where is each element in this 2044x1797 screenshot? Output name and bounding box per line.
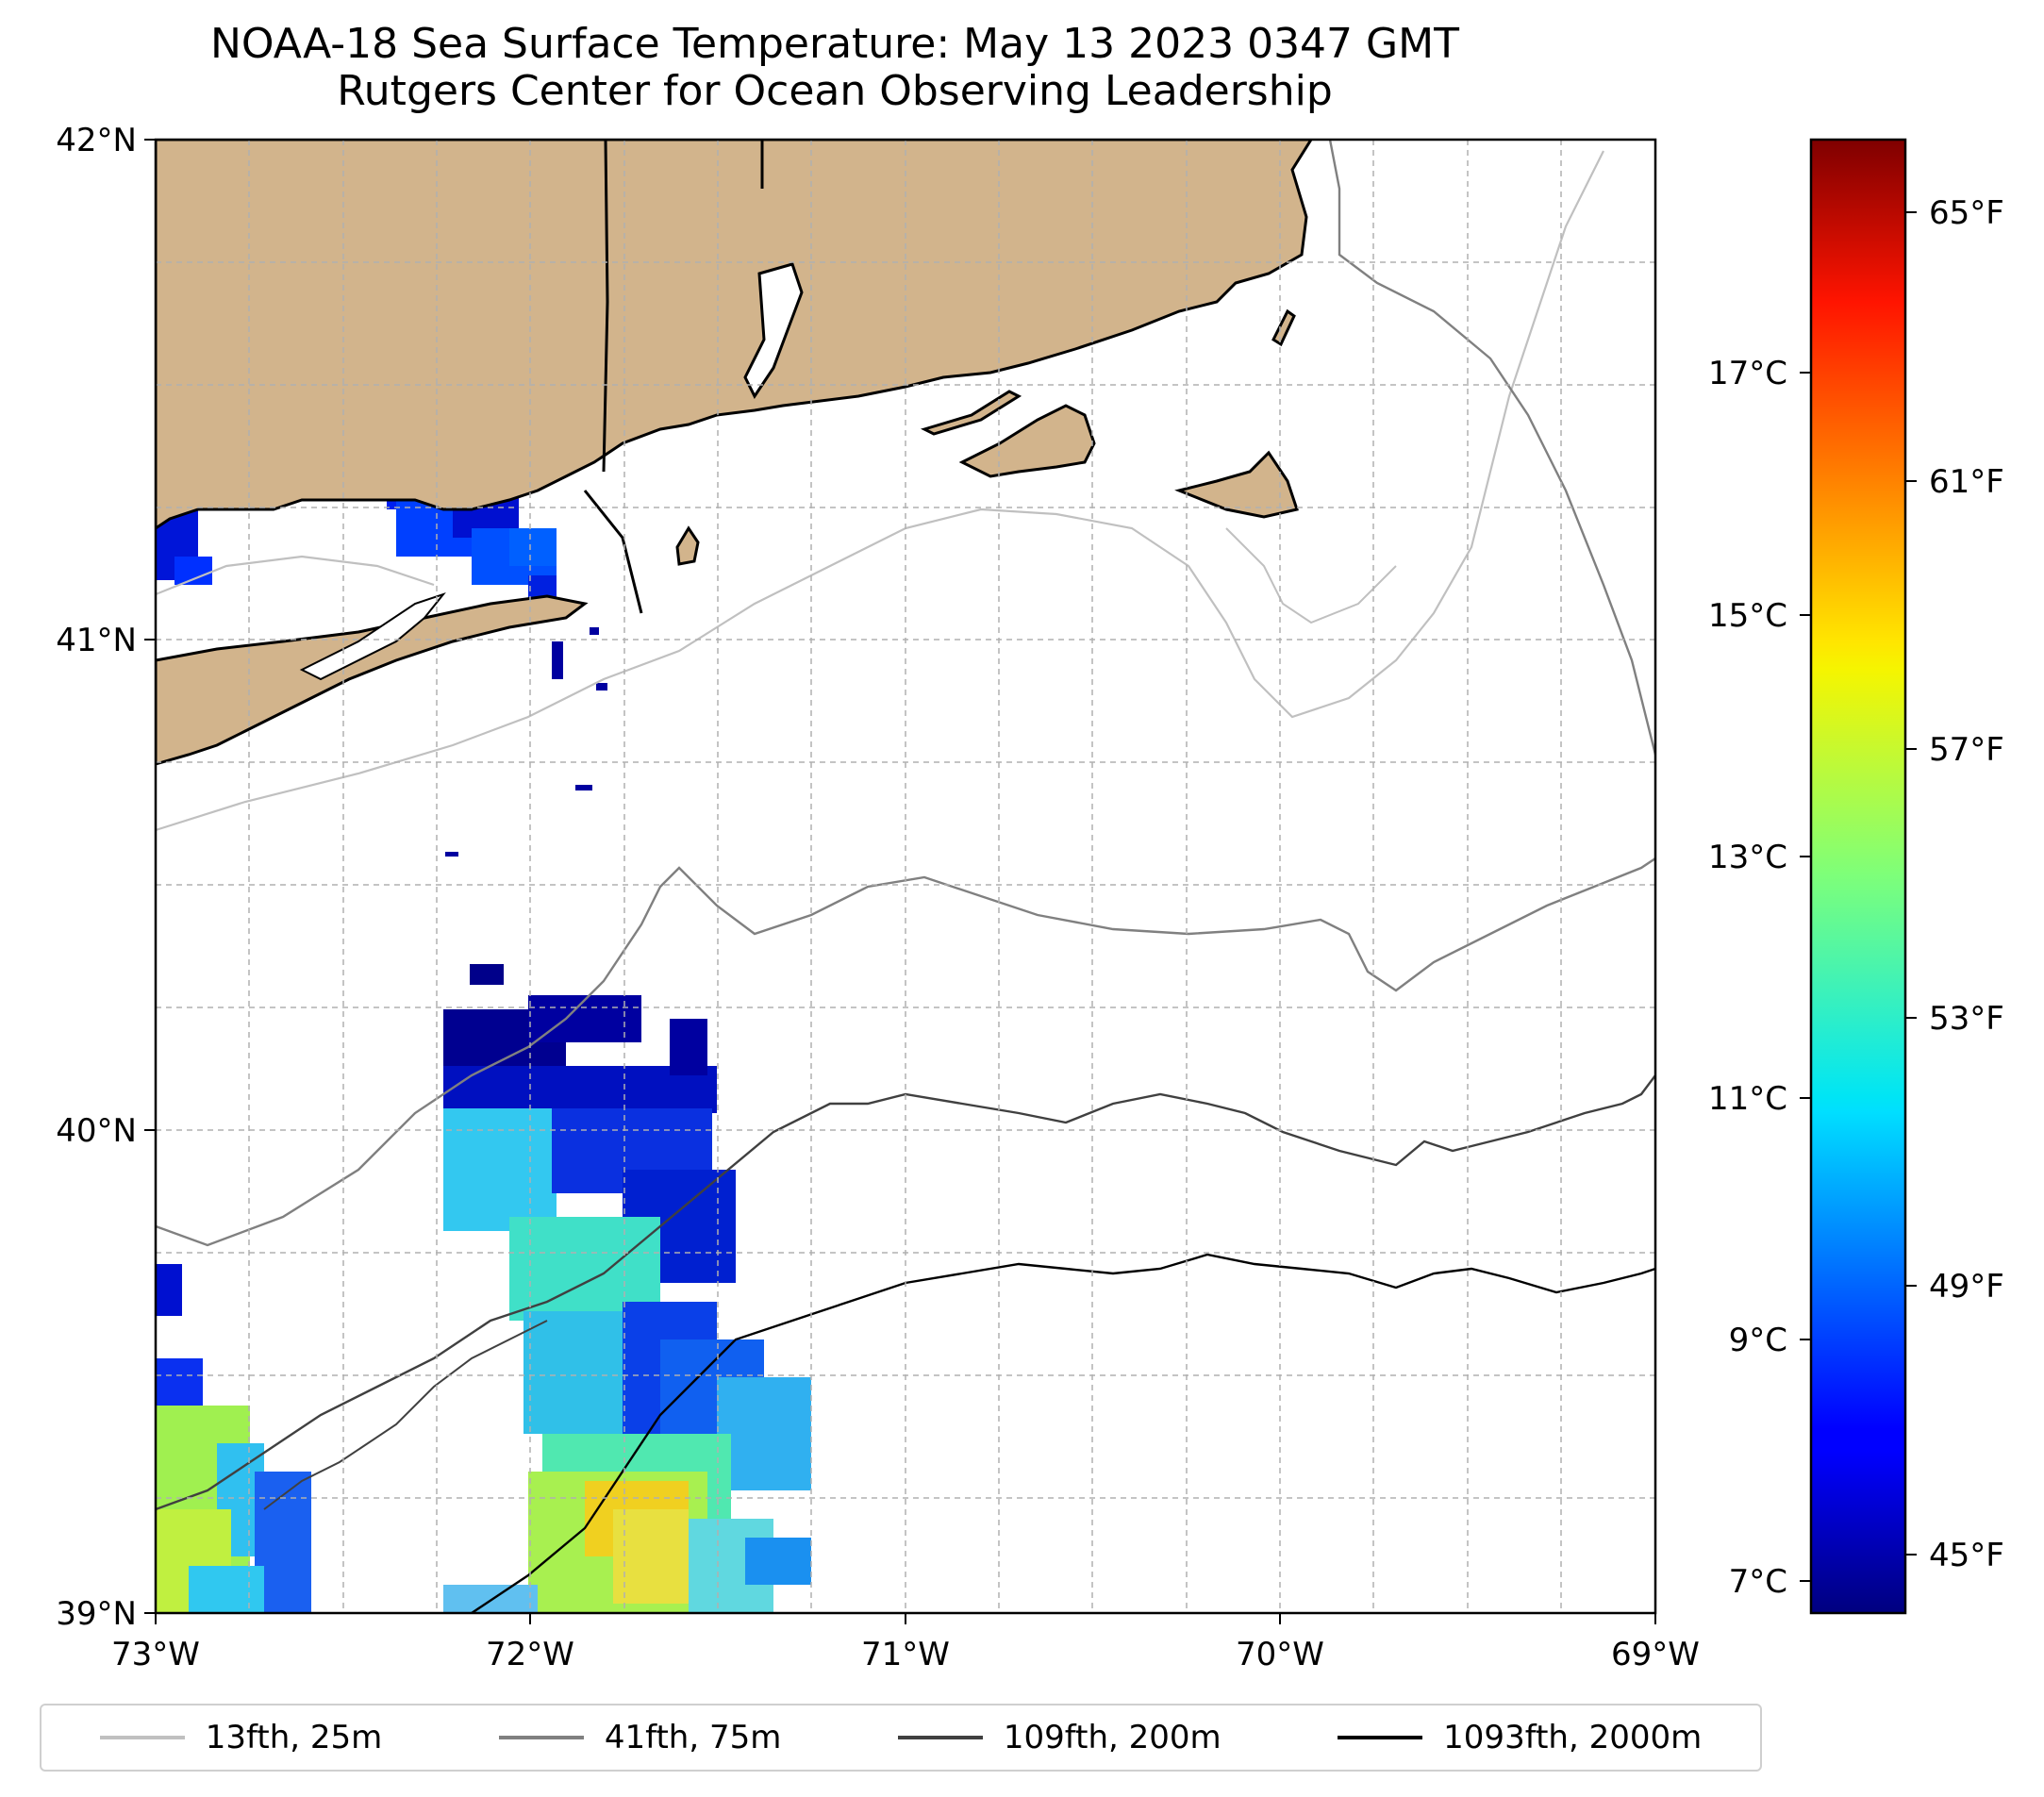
- colorbar-f-ticks: [1905, 211, 1917, 1556]
- lat-label-40: 40°N: [56, 1112, 137, 1150]
- legend-line-75m: [498, 1736, 584, 1739]
- bathymetry-contours: [156, 140, 1655, 1613]
- sst-data: [156, 472, 811, 1613]
- legend-line-2000m: [1338, 1736, 1423, 1739]
- contour-legend: 13fth, 25m 41fth, 75m 109fth, 200m 1093f…: [40, 1704, 1762, 1772]
- legend-line-25m: [99, 1736, 185, 1739]
- c-label-17: 17°C: [1708, 355, 1787, 392]
- f-label-53: 53°F: [1929, 1000, 2004, 1038]
- lon-label-70: 70°W: [1236, 1636, 1324, 1673]
- legend-item-2000m: 1093fth, 2000m: [1338, 1719, 1702, 1756]
- legend-item-25m: 13fth, 25m: [99, 1719, 383, 1756]
- narragansett-bay: [743, 262, 804, 399]
- lat-axis: [144, 139, 156, 1614]
- lon-label-69: 69°W: [1611, 1636, 1700, 1673]
- legend-label-25m: 13fth, 25m: [205, 1719, 383, 1756]
- lat-label-39: 39°N: [56, 1595, 137, 1633]
- f-label-45: 45°F: [1929, 1537, 2004, 1574]
- title-line-2: Rutgers Center for Ocean Observing Leade…: [337, 67, 1333, 115]
- legend-item-75m: 41fth, 75m: [498, 1719, 782, 1756]
- legend-item-200m: 109fth, 200m: [897, 1719, 1221, 1756]
- land: [156, 140, 1313, 766]
- colorbar: [1809, 138, 1907, 1615]
- f-label-49: 49°F: [1929, 1268, 2004, 1306]
- legend-label-75m: 41fth, 75m: [604, 1719, 782, 1756]
- lat-label-41: 41°N: [56, 622, 137, 659]
- lon-label-72: 72°W: [486, 1636, 574, 1673]
- map-title: NOAA-18 Sea Surface Temperature: May 13 …: [0, 21, 1670, 115]
- f-label-61: 61°F: [1929, 463, 2004, 501]
- legend-line-200m: [897, 1736, 983, 1739]
- legend-label-2000m: 1093fth, 2000m: [1443, 1719, 1703, 1756]
- lat-label-42: 42°N: [56, 122, 137, 159]
- colorbar-c-ticks: [1800, 372, 1811, 1582]
- f-label-57: 57°F: [1929, 731, 2004, 769]
- c-label-13: 13°C: [1708, 839, 1787, 876]
- lon-axis: [155, 1613, 1656, 1624]
- f-label-65: 65°F: [1929, 194, 2004, 232]
- title-line-1: NOAA-18 Sea Surface Temperature: May 13 …: [210, 20, 1459, 68]
- lon-label-71: 71°W: [861, 1636, 950, 1673]
- lon-label-73: 73°W: [111, 1636, 200, 1673]
- c-label-7: 7°C: [1729, 1563, 1787, 1601]
- state-boundaries: [583, 140, 764, 614]
- gridlines: [156, 140, 1655, 1613]
- legend-label-200m: 109fth, 200m: [1003, 1719, 1221, 1756]
- long-island-bay: [299, 591, 446, 681]
- c-label-15: 15°C: [1708, 597, 1787, 635]
- c-label-9: 9°C: [1729, 1322, 1787, 1359]
- c-label-11: 11°C: [1708, 1080, 1787, 1118]
